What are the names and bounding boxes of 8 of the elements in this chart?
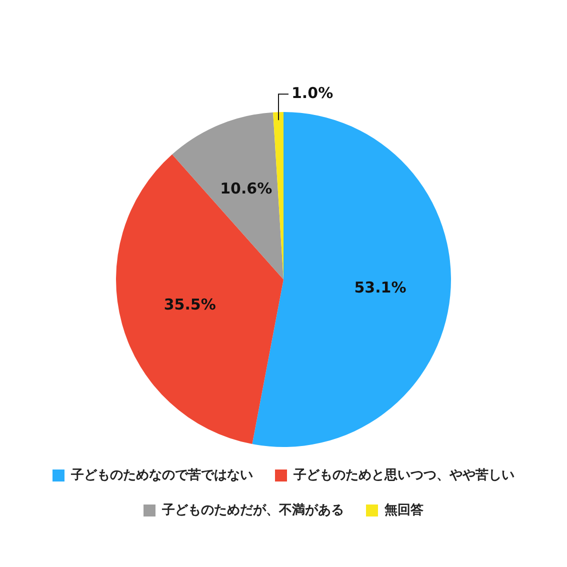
data-label: 1.0%: [292, 84, 334, 102]
legend-label: 子どものためと思いつつ、やや苦しい: [292, 468, 514, 483]
data-label: 35.5%: [164, 295, 216, 314]
legend-label: 子どものためなので苦ではない: [70, 468, 253, 483]
legend-label: 子どものためだが、不満がある: [161, 502, 344, 518]
data-label: 10.6%: [220, 180, 272, 198]
legend-label: 無回答: [384, 502, 424, 518]
data-label: 53.1%: [354, 278, 406, 297]
